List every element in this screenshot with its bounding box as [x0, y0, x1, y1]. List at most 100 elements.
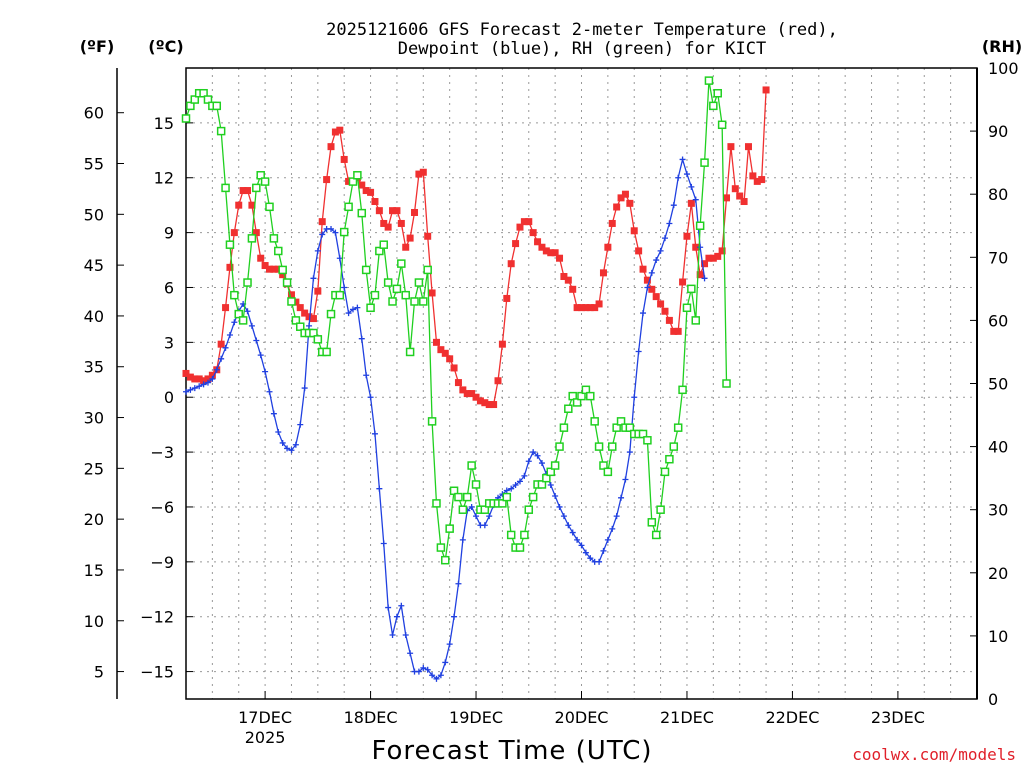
- temperature-point: [296, 304, 304, 312]
- rh-point: [722, 379, 731, 388]
- dewpoint-point: [525, 458, 532, 465]
- dewpoint-point: [701, 275, 708, 282]
- dewpoint-point: [385, 604, 392, 611]
- y-c-tick-label: 3: [164, 333, 174, 352]
- rh-point: [216, 126, 226, 136]
- temperature-point: [191, 375, 199, 383]
- series-line: [185, 156, 706, 680]
- source-credit: coolwx.com/models: [852, 745, 1016, 764]
- y-rh-tick-label: 20: [988, 564, 1008, 583]
- y-f-tick-label: 5: [94, 663, 104, 682]
- temperature-point: [441, 349, 449, 357]
- dewpoint-point: [547, 482, 554, 489]
- dewpoint-point: [393, 613, 400, 620]
- rh-point: [709, 101, 718, 111]
- dewpoint-point: [675, 174, 682, 181]
- temperature-point: [652, 293, 660, 301]
- dewpoint-point: [306, 322, 313, 329]
- rh-point: [296, 322, 305, 331]
- temperature-point: [371, 198, 379, 206]
- dewpoint-point: [640, 310, 647, 317]
- dewpoint-point: [292, 441, 299, 448]
- x-tick-label: 17DEC: [238, 708, 292, 727]
- rh-point: [612, 423, 621, 432]
- axes: [116, 67, 978, 700]
- rh-point: [572, 398, 582, 407]
- temperature-point: [573, 304, 581, 312]
- temperature-point: [507, 260, 515, 268]
- dewpoint-point: [398, 602, 405, 609]
- temperature-point: [279, 271, 287, 279]
- dewpoint-point: [301, 385, 308, 392]
- dewpoint-point: [358, 335, 365, 342]
- dewpoint-point: [297, 421, 304, 428]
- rh-point: [462, 492, 472, 502]
- dewpoint-point: [512, 482, 519, 489]
- temperature-point: [569, 285, 577, 293]
- dewpoint-point: [679, 156, 686, 163]
- rh-point: [660, 467, 670, 477]
- dewpoint-point: [253, 337, 260, 344]
- y-f-tick-label: 15: [84, 561, 104, 580]
- rh-point: [537, 480, 547, 489]
- rh-point: [397, 259, 406, 268]
- rh-point: [313, 335, 323, 344]
- rh-point: [687, 284, 696, 294]
- rh-point: [252, 183, 261, 193]
- dewpoint-point: [310, 275, 317, 282]
- temperature-point: [709, 254, 717, 262]
- dewpoint-point: [604, 536, 611, 543]
- rh-point: [608, 442, 617, 451]
- temperature-point: [463, 390, 471, 398]
- y-f-tick-label: 55: [84, 155, 104, 174]
- rh-point: [265, 202, 274, 212]
- temperature-point: [389, 207, 397, 215]
- temperature-point: [512, 240, 520, 248]
- dewpoint-point: [587, 555, 594, 562]
- rh-point: [555, 442, 564, 451]
- temperature-point: [516, 223, 524, 231]
- temperature-point: [621, 190, 629, 198]
- rh-point: [520, 530, 529, 540]
- x-tick-label: 22DEC: [765, 708, 819, 727]
- temperature-point: [415, 170, 423, 178]
- dewpoint-point: [534, 452, 541, 459]
- y-rh-tick-label: 80: [988, 185, 1008, 204]
- y-f-tick-label: 20: [84, 510, 104, 529]
- temperature-point: [411, 208, 419, 216]
- temperature-point: [753, 177, 761, 185]
- temperature-point: [714, 252, 722, 260]
- rh-point: [673, 423, 683, 432]
- y-f-tick-label: 30: [84, 409, 104, 428]
- dewpoint-point: [666, 220, 673, 227]
- rh-point: [454, 492, 463, 502]
- temperature-point: [235, 201, 243, 209]
- temperature-point: [248, 201, 256, 209]
- dewpoint-point: [262, 368, 269, 375]
- rh-point: [467, 461, 476, 470]
- dewpoint-point: [631, 394, 638, 401]
- temperature-point: [318, 218, 326, 226]
- dewpoint-point: [349, 306, 356, 313]
- dewpoint-point: [569, 529, 576, 536]
- temperature-point: [696, 271, 704, 279]
- y-c-tick-label: 12: [154, 169, 174, 188]
- y-rh-tick-label: 100: [988, 59, 1019, 78]
- dewpoint-point: [459, 536, 466, 543]
- dewpoint-point: [284, 445, 291, 452]
- dewpoint-point: [266, 388, 273, 395]
- rh-point: [203, 95, 213, 104]
- rh-point: [370, 290, 380, 300]
- dewpoint-point: [371, 430, 378, 437]
- dewpoint-point: [442, 659, 449, 666]
- tick-labels: 15129630−3−6−9−12−1560555045403530252015…: [84, 59, 1019, 747]
- rh-point: [528, 492, 538, 502]
- temperature-point: [744, 143, 752, 151]
- temperature-point: [270, 265, 278, 273]
- rh-point: [225, 240, 235, 249]
- dewpoint-point: [420, 664, 427, 671]
- temperature-point: [468, 390, 476, 398]
- temperature-point: [498, 340, 506, 348]
- rh-point: [326, 309, 336, 319]
- rh-point: [401, 290, 410, 300]
